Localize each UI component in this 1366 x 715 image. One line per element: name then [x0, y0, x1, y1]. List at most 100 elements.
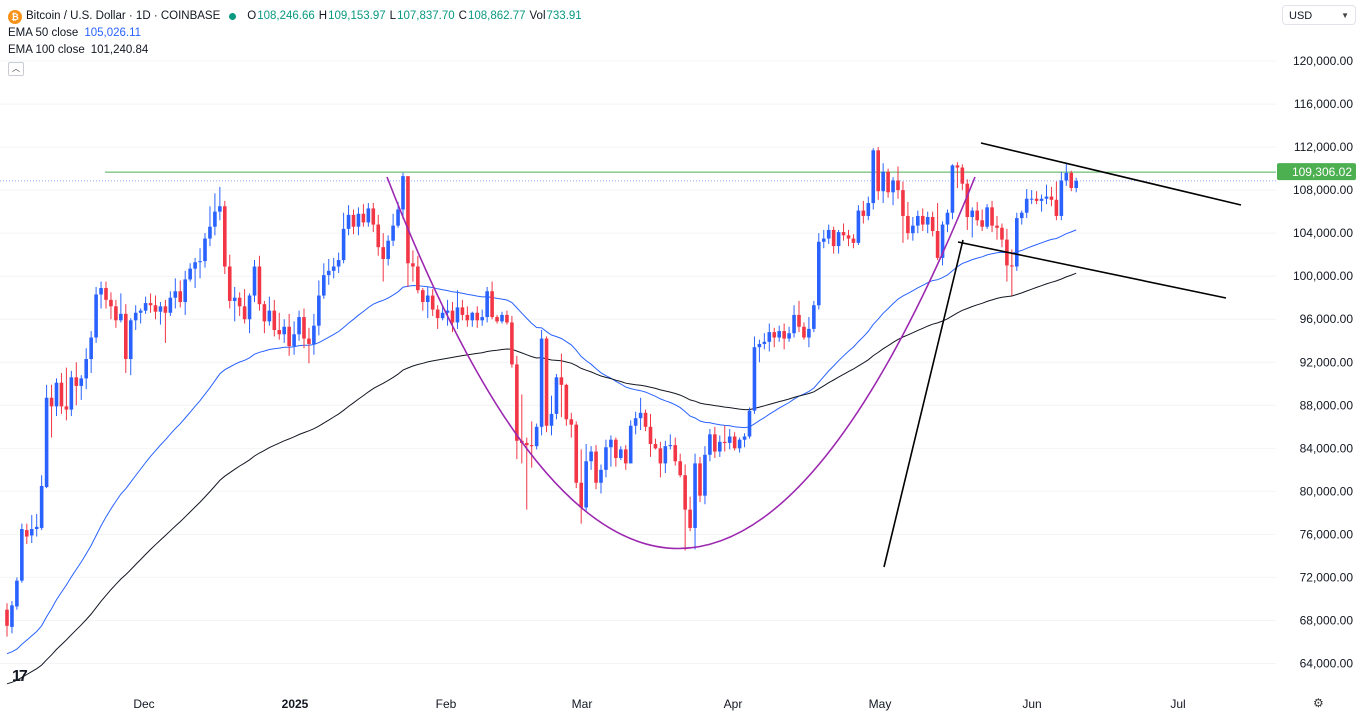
candle-body [995, 225, 999, 228]
candle [148, 293, 153, 313]
candle [114, 299, 118, 328]
candle-body [119, 313, 123, 321]
candle-body [633, 418, 638, 426]
candle [708, 428, 712, 462]
candle [485, 286, 489, 323]
candle [619, 446, 623, 461]
chevron-up-icon[interactable]: ︿ [8, 62, 24, 76]
candle-body [470, 312, 475, 321]
candle-body [435, 309, 440, 319]
candle-body [237, 297, 242, 307]
candle [529, 421, 534, 468]
candle-body [312, 325, 316, 344]
candle [579, 449, 583, 524]
candle [421, 288, 425, 311]
currency-select[interactable]: USD ▼ [1282, 5, 1356, 25]
candle-body [89, 337, 93, 360]
candle-body [124, 313, 128, 360]
candle-body [20, 529, 24, 581]
candle-body [762, 341, 767, 344]
tradingview-logo-icon[interactable]: 17 [12, 668, 28, 685]
candle-body [425, 295, 430, 303]
candle [658, 441, 663, 478]
candle-body [94, 294, 98, 338]
candle [252, 260, 257, 303]
ohlc-value: 107,837.70 [397, 10, 455, 22]
symbol-row: ₿ Bitcoin / U.S. Dollar · 1D · COINBASE … [8, 8, 582, 25]
candle-body [143, 303, 148, 311]
candle-body [44, 397, 49, 488]
candle [69, 370, 74, 417]
candle-body [297, 317, 301, 335]
candle [411, 250, 415, 282]
candle [703, 446, 707, 505]
ema50-row[interactable]: EMA 50 close 105,026.11 [8, 25, 582, 42]
candle [158, 302, 163, 325]
candle-body [411, 263, 415, 267]
candle-body [1074, 180, 1078, 188]
candle-body [678, 461, 682, 476]
candle [143, 296, 148, 314]
candle-body [925, 217, 930, 225]
candle [247, 293, 252, 334]
candle-body [826, 229, 831, 239]
candle [183, 270, 187, 315]
candle-body [614, 439, 618, 459]
cup-curve [386, 176, 976, 550]
candle [589, 446, 593, 470]
candle [490, 281, 494, 320]
candle [213, 193, 217, 236]
candle [341, 212, 346, 264]
candle [807, 317, 811, 348]
x-tick-label: Dec [133, 697, 154, 711]
candle-body [920, 215, 925, 225]
candle-body [59, 382, 64, 407]
candle-body [836, 232, 841, 247]
candle-body [490, 291, 494, 318]
candle [554, 374, 559, 420]
candle-body [623, 449, 628, 464]
candle [812, 300, 816, 333]
candle [906, 201, 910, 240]
candle-body [287, 326, 291, 347]
candle-body [569, 419, 574, 425]
candle-body [955, 165, 960, 168]
chart-legend: ₿ Bitcoin / U.S. Dollar · 1D · COINBASE … [8, 8, 582, 77]
candle [930, 211, 935, 237]
candle [401, 172, 405, 220]
candle-body [1019, 212, 1024, 219]
candle [361, 204, 366, 227]
candle [935, 203, 940, 261]
candle [846, 229, 851, 247]
candle [1034, 191, 1039, 205]
candle-body [985, 207, 989, 227]
x-tick-label: Apr [724, 697, 743, 711]
candle-body [15, 580, 19, 607]
candle-body [128, 320, 133, 360]
candle-body [534, 426, 539, 447]
candle-body [331, 266, 336, 271]
candle [787, 326, 791, 342]
ema100-row[interactable]: EMA 100 close 101,240.84 [8, 42, 582, 59]
candle-body [168, 297, 173, 313]
ema50-line [6, 229, 1077, 655]
candle-body [975, 210, 979, 221]
candle [920, 208, 925, 232]
candle [713, 426, 717, 459]
candle-body [440, 312, 445, 319]
y-tick-label: 84,000.00 [1300, 441, 1354, 455]
candle-body [782, 331, 786, 339]
candle [821, 229, 826, 249]
candle [515, 355, 519, 460]
gear-icon[interactable]: ⚙ [1313, 696, 1324, 710]
candle [688, 496, 692, 532]
candle-body [74, 377, 79, 386]
candle [336, 252, 341, 273]
candle-body [851, 238, 856, 243]
candle-body [371, 208, 376, 225]
candle [25, 523, 29, 545]
ohlc-value: 108,862.77 [467, 10, 526, 22]
symbol-title[interactable]: Bitcoin / U.S. Dollar · 1D · COINBASE [26, 10, 221, 22]
candle [1000, 223, 1004, 248]
